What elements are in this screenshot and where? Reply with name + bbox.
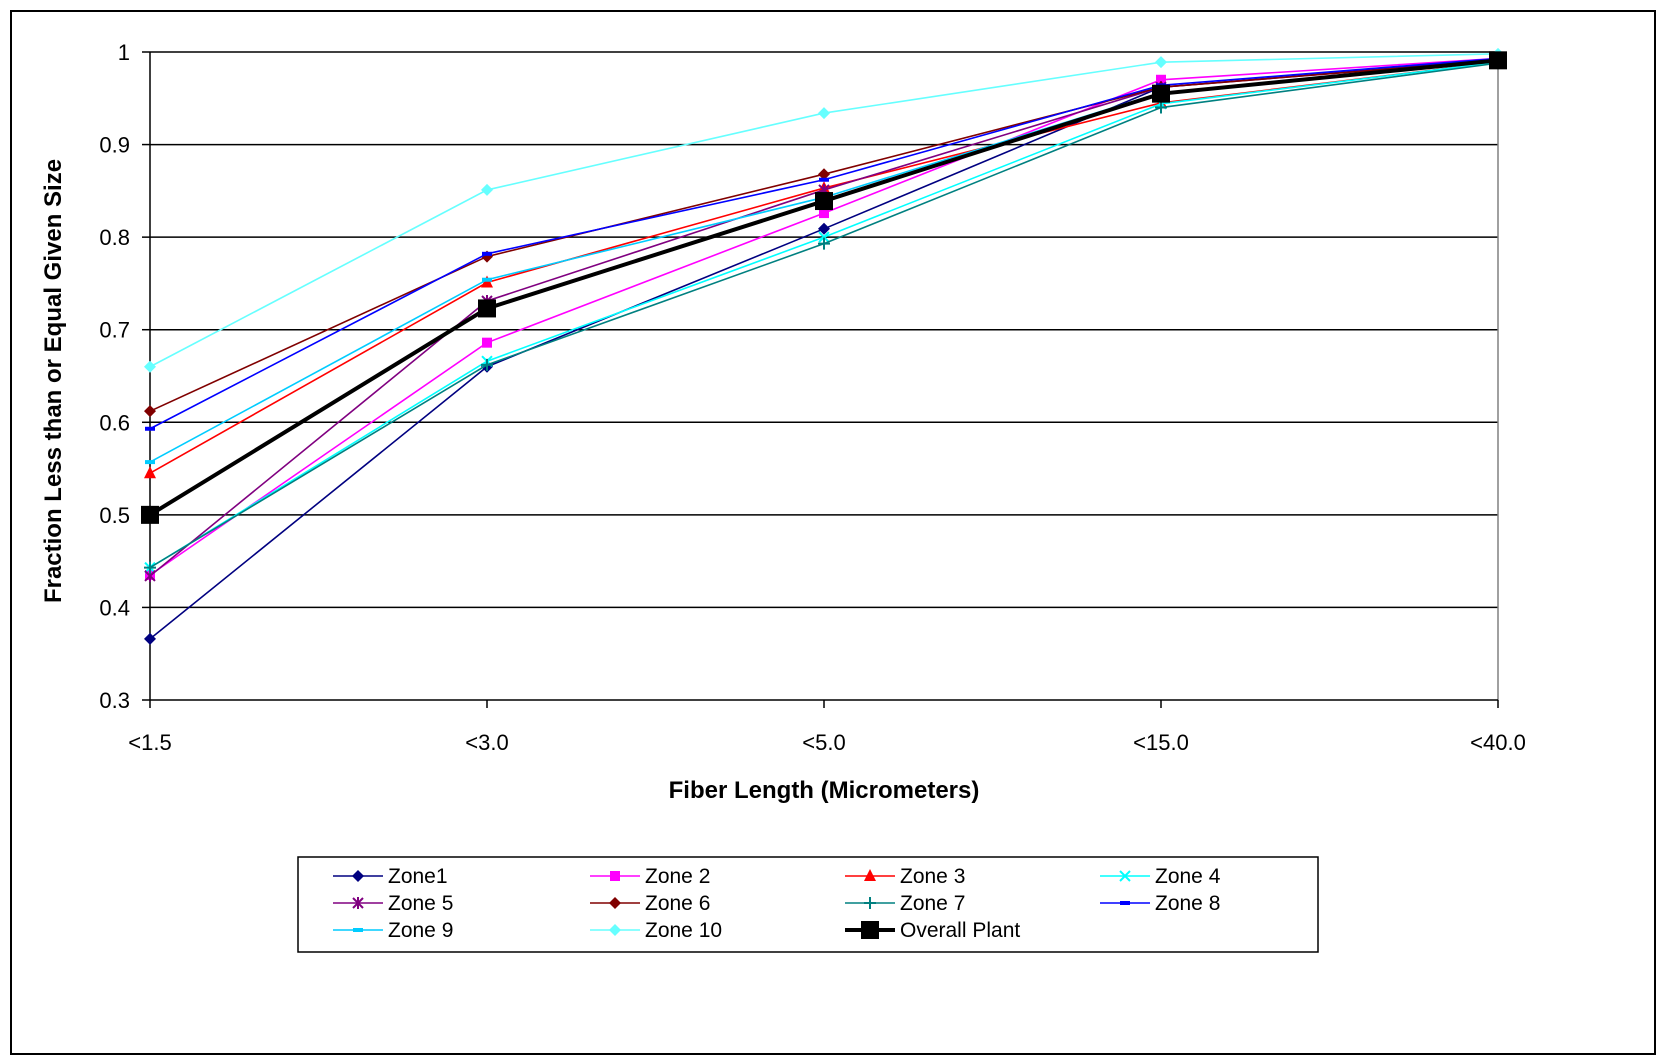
legend-label: Zone1 xyxy=(388,865,448,888)
legend-label: Zone 5 xyxy=(388,892,453,915)
data-point xyxy=(1155,101,1167,114)
legend-item: Zone 7 xyxy=(845,892,965,915)
legend-item: Zone 10 xyxy=(590,919,722,942)
axes: 0.3 0.4 0.5 0.6 0.7 0.8 0.9 1 <1.5 <3.0 <5.0 <15.0 <… xyxy=(99,40,1525,755)
data-point xyxy=(1155,56,1167,69)
gridlines xyxy=(150,51,1499,700)
legend: Zone1 Zone 2 Zone 3 Zone 4 Zone 5 Zone 6 Zone … xyxy=(297,856,1319,953)
data-point xyxy=(481,183,493,196)
data-point xyxy=(144,561,156,574)
legend-swatch-marker xyxy=(864,897,876,909)
legend-swatch-marker xyxy=(609,897,621,909)
data-point xyxy=(818,222,830,235)
legend-swatch-marker xyxy=(1120,901,1130,905)
y-tick-label: 0.6 xyxy=(99,410,130,435)
y-axis-title: Fraction Less than or Equal Given Size xyxy=(40,159,67,603)
data-point xyxy=(478,299,496,318)
legend-item: Overall Plant xyxy=(845,919,1020,942)
data-point xyxy=(482,337,492,348)
data-point xyxy=(1156,74,1166,85)
data-point xyxy=(482,277,492,282)
y-tick-label: 0.5 xyxy=(99,503,130,528)
legend-item: Zone 6 xyxy=(590,892,710,915)
legend-item: Zone 5 xyxy=(333,892,453,915)
x-tick-label: <1.5 xyxy=(128,730,171,755)
legend-swatch-marker xyxy=(610,871,620,881)
data-point xyxy=(818,107,830,120)
data-point xyxy=(819,208,829,219)
legend-label: Zone 8 xyxy=(1155,892,1220,915)
x-tick-label: <40.0 xyxy=(1470,730,1526,755)
legend-label: Zone 2 xyxy=(645,865,710,888)
legend-swatch-marker xyxy=(1119,870,1131,882)
data-point xyxy=(144,360,156,373)
data-point xyxy=(815,192,833,211)
series-zone-4 xyxy=(144,56,1504,574)
data-point xyxy=(818,231,830,243)
legend-label: Zone 7 xyxy=(900,892,965,915)
legend-item: Zone 2 xyxy=(590,865,710,888)
legend-label: Zone 6 xyxy=(645,892,710,915)
legend-swatch-marker xyxy=(353,928,363,932)
data-point xyxy=(818,237,830,250)
legend-label: Zone 9 xyxy=(388,919,453,942)
legend-swatch-marker xyxy=(352,870,364,882)
series-line xyxy=(149,62,1499,569)
series-zone1 xyxy=(144,53,1504,645)
legend-item: Zone 4 xyxy=(1100,865,1221,888)
legend-label: Zone 4 xyxy=(1155,865,1221,888)
y-tick-label: 0.8 xyxy=(99,225,130,250)
legend-label: Zone 10 xyxy=(645,919,722,942)
y-tick-label: 0.3 xyxy=(99,688,130,713)
legend-item: Zone1 xyxy=(333,865,448,888)
data-point xyxy=(144,466,156,479)
data-point xyxy=(144,632,156,645)
series-zone-5 xyxy=(144,54,1504,582)
x-axis-title: Fiber Length (Micrometers) xyxy=(669,777,980,804)
legend-item: Zone 9 xyxy=(333,919,453,942)
series-lines xyxy=(141,47,1507,645)
y-tick-label: 0.4 xyxy=(99,595,130,620)
data-point xyxy=(144,405,156,418)
data-point xyxy=(141,505,159,524)
series-line xyxy=(149,60,1499,463)
legend-box xyxy=(297,856,1319,953)
x-tick-label: <15.0 xyxy=(1133,730,1189,755)
legend-swatch-marker xyxy=(609,924,621,936)
data-point xyxy=(482,251,492,256)
y-tick-label: 1 xyxy=(118,40,130,65)
data-point xyxy=(1152,84,1170,103)
series-overall-plant xyxy=(141,51,1507,524)
legend-swatch-marker xyxy=(352,897,364,909)
series-zone-7 xyxy=(144,57,1504,574)
legend-label: Overall Plant xyxy=(900,919,1020,942)
data-point xyxy=(819,177,829,182)
series-line xyxy=(149,61,1499,569)
data-point xyxy=(145,460,155,465)
legend-swatch-marker xyxy=(864,869,876,881)
x-tick-label: <3.0 xyxy=(465,730,508,755)
data-point xyxy=(145,426,155,431)
series-zone-2 xyxy=(145,53,1503,581)
series-line xyxy=(149,58,1499,640)
y-tick-label: 0.7 xyxy=(99,318,130,343)
y-tick-label: 0.9 xyxy=(99,133,130,158)
data-point xyxy=(1489,51,1507,70)
legend-item: Zone 3 xyxy=(845,865,965,888)
legend-swatch-marker xyxy=(861,921,879,939)
data-point xyxy=(818,168,830,181)
data-point xyxy=(481,358,493,371)
series-line xyxy=(149,57,1499,576)
legend-item: Zone 8 xyxy=(1100,892,1220,915)
legend-label: Zone 3 xyxy=(900,865,965,888)
x-tick-label: <5.0 xyxy=(802,730,845,755)
